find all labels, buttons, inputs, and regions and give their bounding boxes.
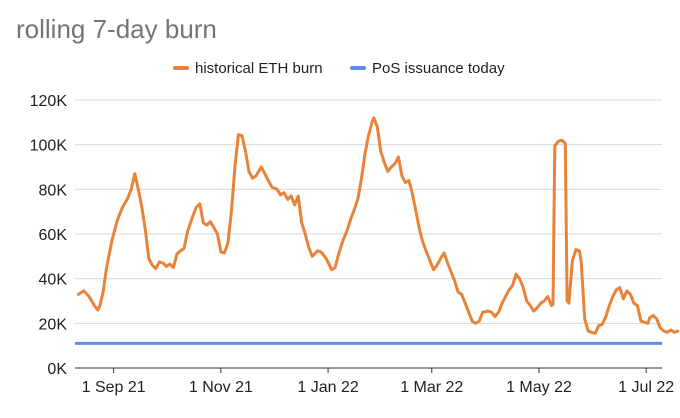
y-tick-label: 40K	[39, 272, 68, 289]
legend-label: PoS issuance today	[372, 60, 505, 77]
series-line-historical-eth-burn	[77, 116, 680, 335]
x-tick-label: 1 Mar 22	[400, 379, 463, 396]
y-tick-label: 0K	[47, 361, 67, 378]
x-tick-label: 1 Jul 22	[618, 379, 674, 396]
series-lines	[75, 116, 680, 345]
legend: historical ETH burn PoS issuance today	[173, 60, 505, 77]
legend-label: historical ETH burn	[195, 60, 323, 77]
x-tick-label: 1 Sep 21	[82, 379, 146, 396]
y-tick-label: 20K	[39, 316, 68, 333]
y-tick-label: 60K	[39, 227, 68, 244]
y-tick-label: 120K	[30, 93, 68, 110]
x-tick-label: 1 Jan 22	[297, 379, 358, 396]
y-tick-label: 80K	[39, 182, 68, 199]
y-axis-ticks: 0K 20K 40K 60K 80K 100K 120K	[30, 93, 68, 378]
chart-title: rolling 7-day burn	[16, 14, 217, 44]
x-axis-ticks: 1 Sep 21 1 Nov 21 1 Jan 22 1 Mar 22 1 May 22…	[82, 368, 674, 396]
y-tick-label: 100K	[30, 138, 68, 155]
x-tick-label: 1 Nov 21	[189, 379, 253, 396]
x-tick-label: 1 May 22	[506, 379, 572, 396]
